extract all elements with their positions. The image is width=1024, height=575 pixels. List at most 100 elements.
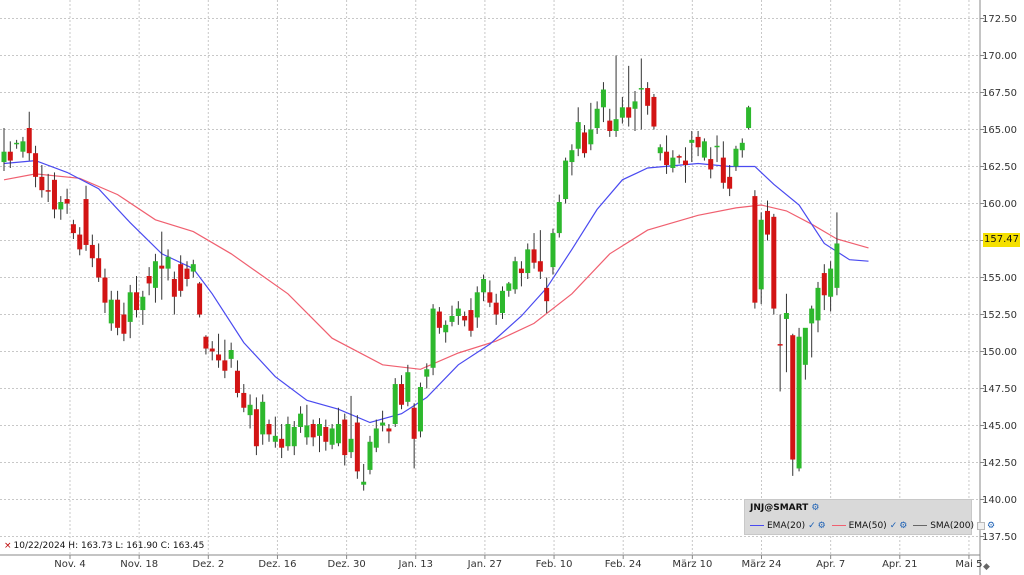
y-tick-label: 147.50 bbox=[982, 384, 1017, 395]
candle-body bbox=[518, 268, 524, 274]
settings-icon[interactable]: ⚙ bbox=[987, 520, 996, 531]
candle bbox=[272, 416, 278, 448]
candle-body bbox=[342, 419, 348, 456]
candle-body bbox=[386, 428, 392, 432]
legend-label-ema20: EMA(20) bbox=[767, 520, 806, 531]
candle bbox=[45, 173, 51, 203]
candle bbox=[714, 135, 720, 163]
candle-body bbox=[670, 157, 676, 168]
candle-body bbox=[354, 422, 360, 472]
candle-body bbox=[159, 265, 165, 269]
candle bbox=[752, 190, 758, 309]
x-tick-label: Apr. 7 bbox=[816, 559, 845, 570]
settings-icon[interactable]: ⚙ bbox=[811, 503, 820, 513]
candle bbox=[550, 228, 556, 275]
legend-item-sma200[interactable]: SMA(200) ⚙ bbox=[913, 521, 995, 531]
candle bbox=[184, 261, 190, 287]
legend[interactable]: JNJ@SMART ⚙ EMA(20) ✓ ⚙ EMA(50) ✓ ⚙ SMA(2… bbox=[744, 499, 995, 535]
candle bbox=[304, 404, 310, 445]
candle bbox=[518, 261, 524, 287]
candle bbox=[247, 394, 253, 429]
candle-body bbox=[26, 128, 32, 154]
legend-item-ema50[interactable]: EMA(50) ✓ ⚙ bbox=[831, 520, 908, 531]
candle-body bbox=[51, 179, 57, 210]
x-tick-label: März 24 bbox=[741, 559, 781, 570]
close-icon[interactable]: × bbox=[4, 541, 12, 551]
candle-body bbox=[443, 324, 449, 333]
candle bbox=[146, 267, 152, 296]
candle bbox=[20, 136, 26, 158]
candle bbox=[575, 107, 581, 157]
candle bbox=[348, 395, 354, 459]
x-tick-label: Feb. 24 bbox=[605, 559, 642, 570]
candle bbox=[228, 342, 234, 368]
candle bbox=[291, 421, 297, 456]
candle-body bbox=[834, 243, 840, 288]
candle-body bbox=[758, 219, 764, 290]
candle-body bbox=[783, 313, 789, 319]
candle bbox=[323, 419, 329, 451]
candle bbox=[121, 302, 127, 342]
candle-body bbox=[33, 153, 39, 177]
settings-icon[interactable]: ⚙ bbox=[817, 520, 826, 531]
candle-body bbox=[651, 96, 657, 127]
candle bbox=[51, 172, 57, 219]
candle bbox=[430, 304, 436, 376]
ema50-layer bbox=[3, 173, 869, 370]
candle bbox=[783, 293, 789, 373]
candle bbox=[96, 243, 102, 282]
check-icon[interactable]: ✓ bbox=[808, 520, 816, 531]
candle-body bbox=[184, 268, 190, 279]
candle-body bbox=[298, 413, 304, 427]
candle bbox=[493, 293, 499, 325]
candle bbox=[260, 394, 266, 445]
candle-body bbox=[380, 422, 386, 426]
candle-body bbox=[512, 261, 518, 290]
y-tick-label: 160.00 bbox=[982, 199, 1017, 210]
candle-body bbox=[285, 424, 291, 447]
candle bbox=[190, 259, 196, 278]
legend-label-ema50: EMA(50) bbox=[848, 520, 887, 531]
candle-body bbox=[796, 336, 802, 469]
candle bbox=[607, 108, 613, 137]
candle bbox=[720, 141, 726, 189]
candle-body bbox=[771, 216, 777, 309]
legend-item-ema20[interactable]: EMA(20) ✓ ⚙ bbox=[750, 521, 826, 531]
checkbox-icon[interactable] bbox=[977, 521, 986, 530]
candle bbox=[657, 144, 663, 161]
legend-swatch-sma200 bbox=[913, 525, 928, 526]
candle bbox=[834, 212, 840, 296]
candle bbox=[777, 314, 783, 392]
candle-body bbox=[247, 404, 253, 416]
settings-icon[interactable]: ⚙ bbox=[899, 520, 908, 531]
candle-body bbox=[178, 264, 184, 291]
candle-body bbox=[14, 142, 20, 145]
candle bbox=[77, 227, 83, 256]
candle bbox=[689, 130, 695, 163]
candle bbox=[197, 281, 203, 318]
candle-body bbox=[367, 441, 373, 470]
candle-body bbox=[752, 196, 758, 303]
check-icon[interactable]: ✓ bbox=[889, 520, 898, 531]
candle-body bbox=[96, 258, 102, 278]
candle-body bbox=[733, 148, 739, 167]
candle bbox=[594, 101, 600, 134]
candle-body bbox=[676, 156, 682, 158]
candle-body bbox=[462, 315, 468, 321]
candle-body bbox=[329, 428, 335, 445]
candle-body bbox=[739, 142, 745, 151]
candle-body bbox=[544, 287, 550, 302]
candle bbox=[178, 255, 184, 297]
candle bbox=[727, 165, 733, 197]
candle-body bbox=[790, 335, 796, 460]
candle-body bbox=[348, 438, 354, 453]
candle bbox=[329, 424, 335, 450]
candle bbox=[506, 281, 512, 297]
candle-body bbox=[228, 350, 234, 359]
candle-body bbox=[499, 290, 505, 314]
candle-body bbox=[335, 424, 341, 444]
legend-row: EMA(20) ✓ ⚙ EMA(50) ✓ ⚙ SMA(200) ⚙ bbox=[750, 519, 998, 531]
diamond-icon[interactable]: ◆ bbox=[983, 562, 990, 572]
candle-body bbox=[171, 278, 177, 297]
